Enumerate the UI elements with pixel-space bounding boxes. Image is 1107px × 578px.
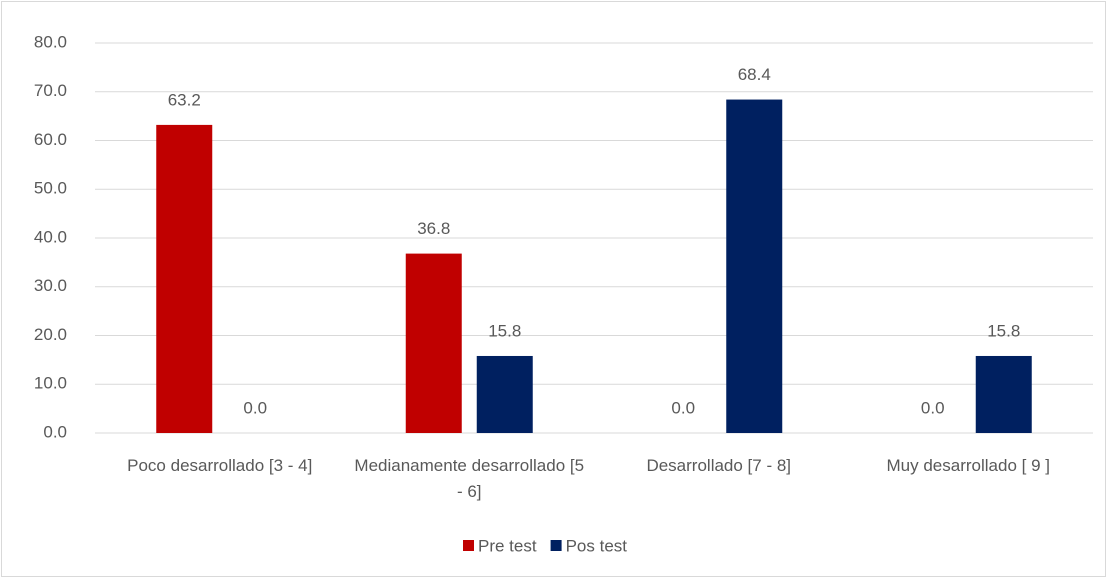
y-tick-label: 10.0 xyxy=(34,374,67,393)
data-label: 68.4 xyxy=(738,65,771,84)
y-tick-label: 70.0 xyxy=(34,81,67,100)
y-tick-label: 40.0 xyxy=(34,227,67,246)
y-tick-label: 80.0 xyxy=(34,32,67,51)
y-tick-label: 60.0 xyxy=(34,130,67,149)
x-tick-label: Medianamente desarrollado [5 - 6] xyxy=(354,456,585,501)
y-tick-label: 30.0 xyxy=(34,276,67,295)
legend-swatch xyxy=(463,540,474,551)
y-tick-label: 50.0 xyxy=(34,179,67,198)
x-tick-label: Desarrollado [7 - 8] xyxy=(646,456,792,475)
data-label: 0.0 xyxy=(243,398,267,417)
data-label: 0.0 xyxy=(671,398,695,417)
bar xyxy=(156,124,213,434)
data-label: 15.8 xyxy=(488,321,521,340)
y-tick-label: 20.0 xyxy=(34,325,67,344)
y-tick-label: 0.0 xyxy=(43,422,67,441)
bar xyxy=(476,355,533,433)
bar xyxy=(975,355,1032,433)
legend-label: Pos test xyxy=(566,536,628,555)
legend-label: Pre test xyxy=(478,536,537,555)
legend-swatch xyxy=(550,540,562,551)
data-label: 0.0 xyxy=(921,398,945,417)
bar xyxy=(405,253,462,433)
x-tick-label: Muy desarrollado [ 9 ] xyxy=(886,456,1050,475)
data-label: 15.8 xyxy=(987,321,1020,340)
x-tick-label: Poco desarrollado [3 - 4] xyxy=(127,456,313,475)
data-label: 36.8 xyxy=(417,219,450,238)
data-label: 63.2 xyxy=(168,90,201,109)
bar xyxy=(726,99,783,434)
